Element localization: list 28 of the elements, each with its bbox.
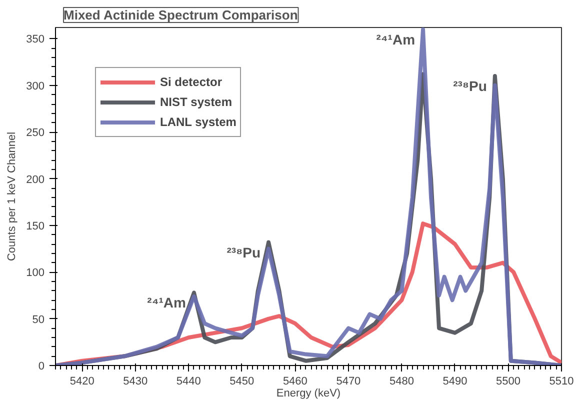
y-tick-label: 300: [26, 80, 45, 92]
x-tick-label: 5450: [230, 376, 254, 388]
y-tick-label: 0: [38, 360, 45, 372]
annotation: ²⁴¹Am: [376, 31, 416, 48]
legend-label: Si detector: [160, 75, 222, 89]
x-axis-title: Energy (keV): [276, 388, 341, 400]
y-tick-label: 150: [26, 220, 45, 232]
legend-label: LANL system: [160, 115, 236, 129]
x-tick-label: 5460: [282, 376, 308, 388]
x-tick-label: 5430: [123, 376, 148, 388]
y-axis-title: Counts per 1 keV Channel: [6, 132, 18, 262]
y-tick-label: 250: [26, 127, 45, 140]
x-tick-label: 5440: [176, 376, 201, 388]
chart-title: Mixed Actinide Spectrum Comparison: [64, 8, 298, 22]
x-tick-label: 5500: [496, 376, 520, 388]
y-tick-label: 100: [26, 267, 45, 280]
x-tick-label: 5510: [549, 376, 574, 388]
annotation: ²³⁸Pu: [453, 78, 487, 94]
x-tick-label: 5420: [70, 376, 94, 388]
y-tick-label: 50: [32, 314, 45, 326]
annotation: ²⁴¹Am: [147, 294, 186, 311]
y-tick-label: 350: [26, 34, 45, 46]
y-tick-label: 200: [26, 174, 45, 186]
legend-label: NIST system: [160, 95, 232, 109]
annotation: ²³⁸Pu: [226, 244, 261, 260]
x-tick-label: 5480: [389, 376, 414, 388]
x-tick-label: 5470: [336, 376, 361, 388]
x-tick-label: 5490: [442, 376, 468, 388]
